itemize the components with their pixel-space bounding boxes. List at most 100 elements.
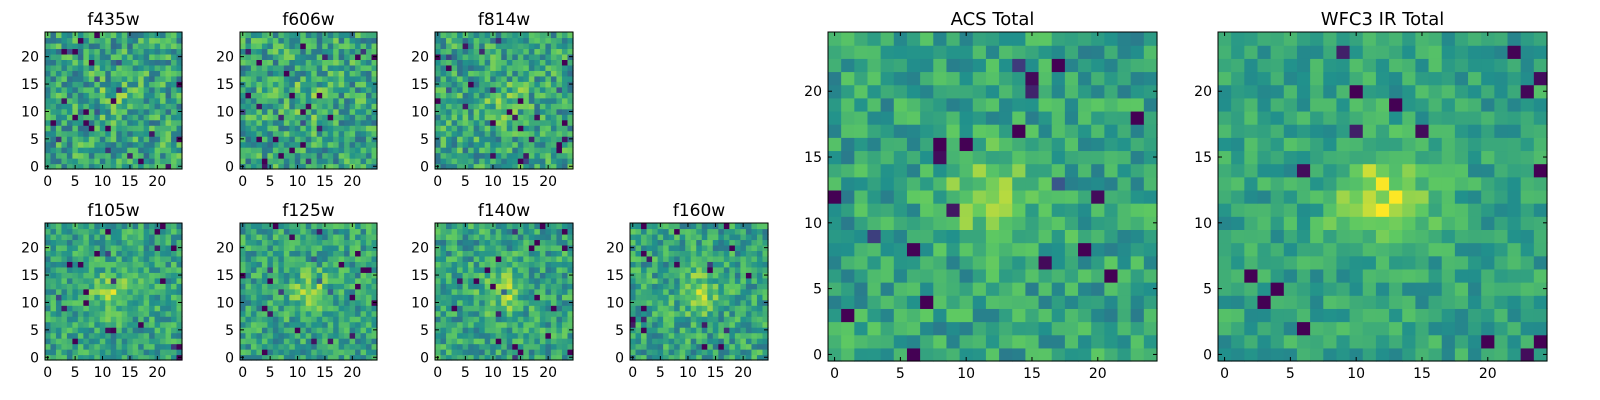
heatmap-cell [72, 75, 79, 82]
heatmap-cell [300, 136, 307, 143]
heatmap-cell [240, 158, 247, 165]
heatmap-cell [344, 354, 351, 361]
heatmap-cell [635, 321, 642, 328]
heatmap-cell [468, 354, 475, 361]
heatmap-cell [250, 244, 258, 251]
heatmap-cell [457, 305, 464, 312]
heatmap-cell [127, 70, 134, 77]
heatmap-cell [45, 255, 52, 262]
x-tick-label: 20 [734, 365, 752, 381]
heatmap-cell [338, 119, 345, 126]
heatmap-cell [138, 141, 145, 148]
heatmap-cell [740, 261, 747, 268]
heatmap-cell [165, 349, 172, 356]
panel-title: f606w [282, 10, 334, 30]
heatmap-cell [501, 37, 508, 44]
heatmap-cell [506, 310, 513, 317]
heatmap-cell [305, 108, 312, 115]
heatmap-cell [479, 81, 486, 88]
heatmap-cell [668, 283, 675, 290]
heatmap-cell [116, 338, 123, 345]
heatmap-cell [841, 295, 855, 309]
heatmap-cell [50, 272, 57, 279]
heatmap-cell [77, 288, 84, 295]
heatmap-cell [490, 255, 497, 262]
heatmap-cell [550, 130, 558, 137]
heatmap-cell [333, 64, 340, 71]
heatmap-cell [322, 261, 329, 268]
heatmap-cell [561, 299, 569, 306]
heatmap-cell [333, 223, 340, 230]
heatmap-cell [94, 338, 101, 345]
heatmap-cell [484, 349, 491, 356]
heatmap-cell [66, 86, 73, 93]
heatmap-cell [534, 114, 541, 121]
heatmap-cell [272, 321, 279, 328]
heatmap-cell [272, 141, 279, 148]
heatmap-cell [333, 316, 340, 323]
heatmap-cell [457, 223, 464, 230]
heatmap-cell [652, 294, 659, 301]
heatmap-cell [99, 228, 106, 235]
heatmap-cell [171, 75, 178, 82]
heatmap-cell [567, 338, 574, 345]
heatmap-cell [88, 266, 95, 273]
heatmap-cell [501, 239, 508, 246]
heatmap-cell [440, 42, 447, 50]
heatmap-cell [165, 32, 172, 39]
heatmap-cell [668, 223, 675, 230]
heatmap-cell [116, 354, 123, 361]
heatmap-cell [278, 244, 285, 251]
heatmap-cell [1051, 321, 1066, 336]
heatmap-cell [867, 308, 882, 323]
heatmap-cell [906, 176, 921, 191]
heatmap-cell [828, 242, 842, 257]
heatmap-cell [479, 233, 486, 241]
heatmap-cell [300, 92, 307, 99]
heatmap-cell [745, 272, 753, 279]
heatmap-cell [462, 86, 469, 93]
heatmap-cell [121, 86, 128, 93]
heatmap-cell [440, 338, 447, 345]
heatmap-cell [490, 152, 497, 159]
heatmap-cell [906, 216, 921, 230]
heatmap-cell [355, 64, 362, 71]
heatmap-cell [300, 261, 307, 268]
panel-title: f105w [87, 201, 139, 221]
heatmap-cell [160, 64, 167, 71]
heatmap-cell [344, 119, 351, 126]
heatmap-cell [854, 163, 869, 178]
heatmap-cell [94, 283, 101, 290]
heatmap-cell [171, 255, 178, 262]
heatmap-cell [1025, 282, 1040, 296]
heatmap-cell [446, 158, 453, 165]
heatmap-cell [657, 288, 664, 295]
heatmap-cell [457, 81, 464, 88]
heatmap-cell [1078, 321, 1092, 336]
heatmap-cell [701, 321, 708, 328]
heatmap-cell [468, 75, 475, 82]
heatmap-cell [1143, 189, 1158, 204]
heatmap-cell [506, 48, 513, 55]
heatmap-cell [1064, 321, 1079, 336]
heatmap-cell [668, 310, 675, 317]
heatmap-cell [366, 108, 373, 115]
heatmap-cell [473, 42, 480, 50]
heatmap-cell [490, 250, 497, 257]
heatmap-cell [294, 53, 301, 60]
heatmap-cell [154, 108, 161, 115]
heatmap-cell [72, 108, 79, 115]
heatmap-cell [45, 152, 52, 159]
heatmap-cell [517, 136, 524, 143]
heatmap-cell [344, 163, 351, 170]
heatmap-cell [657, 294, 664, 301]
heatmap-cell [154, 255, 161, 262]
heatmap-cell [338, 86, 345, 93]
heatmap-cell [756, 354, 764, 361]
heatmap-cell [105, 239, 112, 246]
heatmap-cell [289, 277, 296, 284]
heatmap-cell [149, 321, 156, 328]
heatmap-cell [72, 70, 79, 77]
heatmap-cell [132, 349, 139, 356]
heatmap-cell [127, 327, 134, 334]
